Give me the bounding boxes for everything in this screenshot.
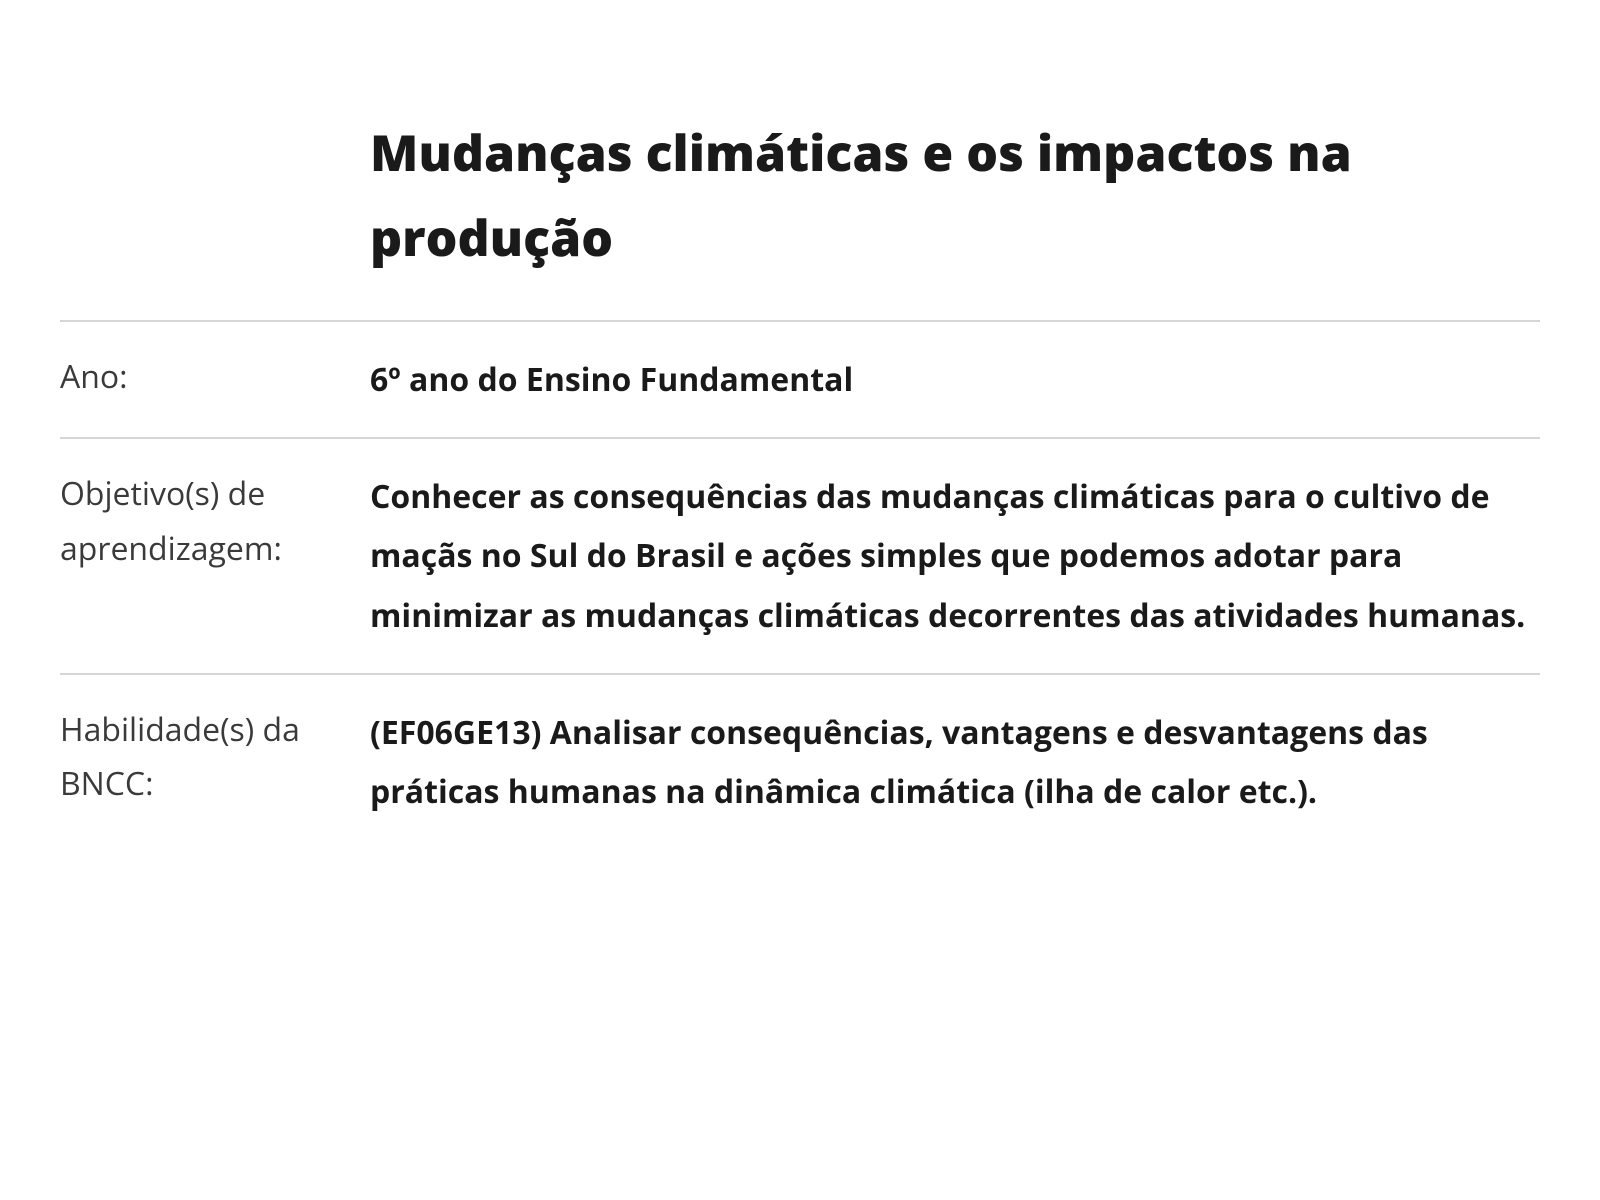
row-value-objetivos: Conhecer as consequências das mudanças c… [370,467,1530,645]
row-value-ano: 6º ano do Ensino Fundamental [370,350,1530,409]
lesson-plan-card: Mudanças climáticas e os impactos na pro… [0,0,1600,1200]
title-spacer [60,110,370,321]
row-label-ano: Ano: [60,350,360,404]
row-label-bncc: Habilidade(s) da BNCC: [60,703,360,812]
table-row: Ano: 6º ano do Ensino Fundamental [60,321,1540,438]
table-row: Habilidade(s) da BNCC: (EF06GE13) Analis… [60,674,1540,849]
row-label-objetivos: Objetivo(s) de aprendizagem: [60,467,360,576]
table-row: Objetivo(s) de aprendizagem: Conhecer as… [60,438,1540,674]
title-row: Mudanças climáticas e os impactos na pro… [60,110,1540,321]
metadata-table: Mudanças climáticas e os impactos na pro… [60,110,1540,849]
row-value-bncc: (EF06GE13) Analisar consequências, vanta… [370,703,1530,821]
page-title: Mudanças climáticas e os impactos na pro… [370,110,1530,280]
